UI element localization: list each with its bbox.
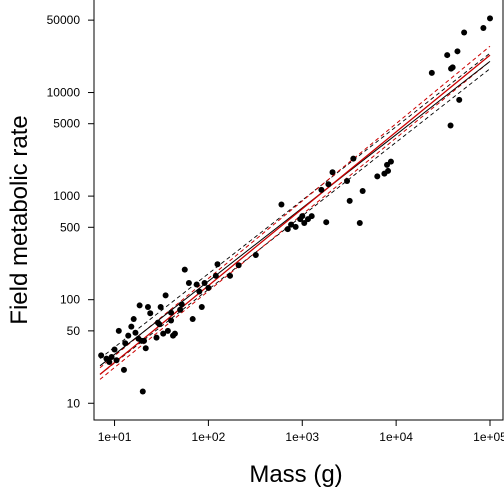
y-tick-label: 1000 [53,189,80,203]
data-point [284,226,291,233]
data-point [171,330,178,337]
y-axis-title: Field metabolic rate [6,115,33,324]
fit-red-line [99,54,491,375]
data-point [132,329,139,336]
data-point [196,288,203,295]
y-tick-label: 10000 [47,86,81,100]
data-point [108,353,115,360]
data-point [292,223,299,230]
y-tick-label: 500 [60,220,80,234]
y-tick-label: 50 [67,324,81,338]
x-tick-label: 1e+02 [192,430,226,444]
data-point [344,177,351,184]
data-point [325,181,332,188]
data-point [201,279,208,286]
data-point [235,262,242,269]
data-point [461,29,468,36]
y-tick-label: 50000 [47,13,81,27]
data-point [98,352,105,359]
plot-frame [93,0,504,421]
data-point [153,334,160,341]
data-point [346,197,353,204]
data-point [130,316,137,323]
data-point [449,64,456,71]
fit-red-ci-upper-line [99,45,491,369]
data-point [323,219,330,226]
data-point [428,69,435,76]
data-point [385,167,392,174]
x-axis: 1e+01 1e+02 1e+03 1e+04 1e+05 [98,420,504,444]
data-point [454,48,461,55]
plot-border [93,0,504,421]
data-point [205,284,212,291]
fit-black-ci-lower-line [99,68,491,375]
data-point [193,281,200,288]
data-point [125,332,132,339]
data-point [144,303,151,310]
data-point [136,302,143,309]
y-tick-label: 10 [67,396,81,410]
data-point [156,321,163,328]
data-point [113,357,120,364]
data-point [329,169,336,176]
data-point [356,220,363,227]
data-point [141,337,148,344]
data-point [227,272,234,279]
data-point [318,186,325,193]
data-point [387,158,394,165]
data-point [288,221,295,228]
data-point [487,15,493,22]
x-tick-label: 1e+03 [285,430,319,444]
data-point [456,96,463,103]
data-point [120,366,127,373]
data-points [98,15,493,395]
data-point [308,213,315,220]
data-point [181,266,188,273]
data-point [115,327,122,334]
fit-black-ci-upper-line [99,52,491,359]
data-point [160,330,167,337]
data-point [157,303,164,310]
x-axis-title: Mass (g) [249,461,342,488]
data-point [142,345,149,352]
data-point [278,201,285,208]
data-point [168,317,175,324]
data-point [299,213,306,220]
data-point [185,279,192,286]
data-point [301,220,308,227]
x-tick-label: 1e+01 [98,430,132,444]
data-point [164,327,171,334]
data-point [106,359,113,366]
data-point [350,155,357,162]
data-point [128,323,135,330]
x-tick-label: 1e+04 [379,430,413,444]
data-point [111,346,118,353]
data-point [198,303,205,310]
regression-lines [99,45,491,380]
data-point [214,261,221,268]
data-point [480,24,487,31]
data-point [252,252,259,259]
data-point [189,316,196,323]
data-point [147,310,154,317]
y-tick-label: 5000 [53,117,80,131]
data-point [168,309,175,316]
y-tick-label: 100 [60,293,80,307]
fit-red-ci-lower-line [99,60,491,380]
x-tick-label: 1e+05 [473,430,504,444]
data-point [178,301,185,308]
fit-black-line [99,60,491,367]
data-point [447,122,454,129]
data-point [374,173,381,180]
y-axis: 10 50 100 500 1000 5000 10000 50000 [47,13,94,410]
data-point [444,52,451,59]
data-point [359,188,366,195]
data-point [139,388,146,395]
data-point [122,340,129,347]
data-point [177,306,184,313]
data-point [162,292,169,299]
data-point [212,272,219,279]
